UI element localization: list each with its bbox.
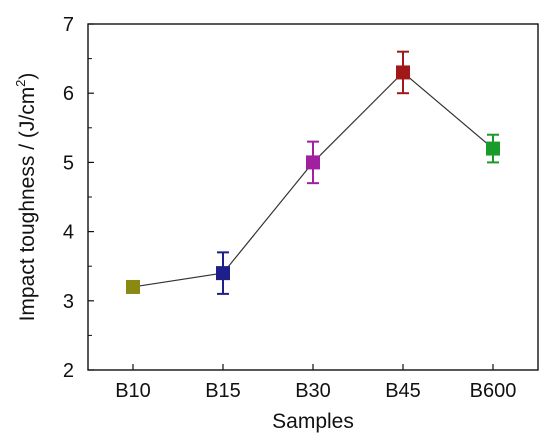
plot-content [126,50,500,295]
data-point-b15 [216,266,230,281]
data-point-b30 [306,155,320,170]
y-tick-label-6: 6 [63,83,74,105]
x-tick-label-b10: B10 [115,380,151,402]
y-tick-label-3: 3 [63,291,74,313]
y-tick-label-4: 4 [63,222,74,244]
y-axis-title-superscript: 2 [13,80,28,87]
labels-layer: Samples Impact toughness / (J/cm2) [13,73,354,433]
y-tick-label-7: 7 [63,14,74,36]
data-point-b600 [486,141,500,156]
y-axis-title-close: ) [16,73,39,80]
y-axis-title-text: Impact toughness / (J/cm [16,87,39,322]
data-point-b10 [126,279,140,294]
y-tick-label-5: 5 [63,152,74,174]
x-tick-label-b15: B15 [205,380,241,402]
x-tick-label-b45: B45 [385,380,421,402]
data-point-b45 [396,65,410,80]
plot-frame [87,23,539,371]
x-tick-label-b30: B30 [295,380,331,402]
y-axis-title: Impact toughness / (J/cm2) [13,73,39,322]
x-tick-label-b600: B600 [470,380,517,402]
axes-layer: B10 B15 B30 B45 B600 2 3 4 5 6 7 [63,14,539,402]
x-axis-title: Samples [272,410,354,433]
y-tick-label-2: 2 [63,360,74,382]
